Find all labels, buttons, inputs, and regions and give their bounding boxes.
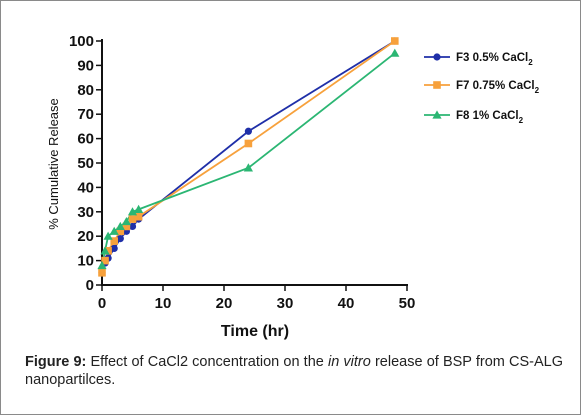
legend-label: F3 0.5% CaCl2 [456,52,533,67]
y-tick-label: 60 [77,131,94,148]
data-point [243,163,253,172]
x-tick-label: 10 [155,295,172,312]
legend-label-subscript: 2 [535,86,540,95]
data-point [128,215,137,223]
legend: F3 0.5% CaCl2 F7 0.75% CaCl2 F8 1% CaCl2 [424,52,540,125]
x-tick-label: 50 [399,295,416,312]
legend-swatch-marker [432,110,442,119]
data-point [390,48,400,57]
data-point [244,127,252,135]
caption-text-italic: in vitro [327,354,371,370]
legend-label: F7 0.75% CaCl2 [456,80,540,95]
y-tick-label: 70 [77,106,94,123]
data-point [121,216,131,226]
legend-swatch-marker [433,53,441,61]
figure-caption: Figure 9: Effect of CaCl2 concentration … [25,353,563,389]
data-point [110,244,118,252]
data-point [104,247,112,255]
y-tick-label: 20 [77,228,94,245]
y-tick-label: 80 [77,82,94,99]
data-point [134,212,143,221]
data-point [110,237,118,245]
y-tick-label: 90 [77,57,94,74]
data-point [134,204,144,213]
data-point [116,227,125,236]
series-line [101,40,396,274]
data-point [115,221,125,231]
data-point [391,37,399,45]
series-markers [97,37,400,277]
data-point [97,260,107,270]
chart: 0 10 20 30 40 50 60 70 80 90 100 0 10 20 30 40 50 F3 0.5… [46,33,540,340]
y-tick-label: 100 [69,33,94,50]
y-tick-label: 30 [77,204,94,221]
y-tick-label: 0 [86,277,94,294]
legend-label: F8 1% CaCl2 [456,110,524,125]
series-line [101,52,396,266]
axis-ticks: 0 10 20 30 40 50 60 70 80 90 100 0 10 20 30 40 50 [69,33,415,312]
data-point [127,207,138,216]
data-point [109,226,119,235]
caption-text-b: release of BSP from CS-ALG nanopartilces… [25,354,563,388]
legend-swatch-marker [433,81,441,89]
data-point [98,269,106,277]
data-point [100,246,110,255]
y-axis-label: % Cumulative Release [46,98,61,230]
legend-label-subscript: 2 [528,58,533,67]
y-tick-label: 10 [77,253,94,270]
data-point [103,231,113,240]
x-tick-label: 30 [277,295,294,312]
x-axis-label: Time (hr) [221,323,289,340]
series-line [101,40,396,274]
x-tick-label: 0 [98,295,106,312]
y-tick-label: 50 [77,155,94,172]
x-tick-label: 20 [216,295,233,312]
data-point [101,256,109,265]
caption-label: Figure 9: [25,354,87,370]
data-point [116,235,124,243]
legend-label-subscript: 2 [519,116,524,125]
data-point [244,139,253,148]
caption-text-a: Effect of CaCl2 concentration on the [86,354,328,370]
data-point [122,222,131,231]
y-tick-label: 40 [77,179,94,196]
x-tick-label: 40 [338,295,355,312]
series-lines [101,40,396,274]
